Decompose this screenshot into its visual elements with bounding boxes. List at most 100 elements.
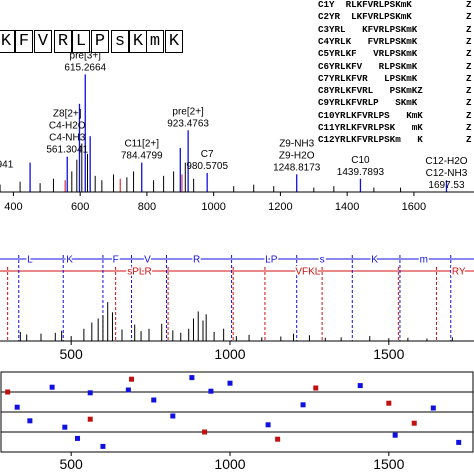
peak-annotation: C4-NH3 bbox=[49, 133, 86, 144]
c-ion-error-point bbox=[125, 387, 131, 393]
c-ion-error-point bbox=[87, 390, 93, 396]
fragment-table-suffix: Z bbox=[466, 35, 472, 47]
c-ion-error-point bbox=[75, 435, 81, 441]
c-ion-error-point bbox=[357, 383, 363, 389]
x-tick-label: 1000 bbox=[214, 456, 245, 472]
fragment-table-suffix: Z bbox=[466, 48, 472, 60]
sequence-residue: K bbox=[0, 30, 15, 53]
x-tick-label: 800 bbox=[138, 201, 156, 213]
z-ion-error-point bbox=[386, 400, 392, 406]
fragment-table-row: C6YRLKFV RLPSKmK bbox=[318, 60, 418, 72]
c-ion-error-point bbox=[170, 413, 176, 419]
x-tick-label: 1200 bbox=[268, 201, 292, 213]
peak-annotation: 980.5705 bbox=[186, 161, 228, 172]
fragment-table-row: C11YRLKFVRLPSK mK bbox=[318, 122, 423, 133]
c-ion-error-point bbox=[227, 380, 233, 386]
c-ion-residue: K bbox=[66, 255, 73, 266]
peak-annotation: C12-NH3 bbox=[426, 168, 468, 179]
peak-annotation: C12-H2O bbox=[425, 156, 467, 167]
z-ion-residue: sPLR bbox=[127, 267, 151, 278]
c-ion-residue: R bbox=[193, 255, 200, 266]
z-ion-error-point bbox=[411, 420, 417, 426]
peak-annotation: Z9-NH3 bbox=[279, 138, 314, 149]
z-ion-error-point bbox=[202, 429, 208, 435]
c-ion-error-point bbox=[392, 432, 398, 438]
spectrum-panel: 4006008001000120014001600C2337.1941Z8[2+… bbox=[0, 50, 474, 213]
z-ion-error-point bbox=[129, 376, 135, 382]
z-ion-error-point bbox=[275, 436, 281, 442]
fragment-table-suffix: Z bbox=[466, 60, 472, 72]
c-ion-error-point bbox=[14, 404, 20, 410]
x-tick-label: 1500 bbox=[373, 456, 404, 472]
x-tick-label: 500 bbox=[59, 456, 83, 472]
x-tick-label: 600 bbox=[71, 201, 89, 213]
c-ion-residue: F bbox=[113, 255, 119, 266]
x-tick-label: 400 bbox=[4, 201, 22, 213]
fragment-table-row: C4YRLK FVRLPSKmK bbox=[318, 35, 418, 47]
x-tick-label: 500 bbox=[59, 346, 83, 362]
fragment-table-suffix: Z bbox=[466, 11, 472, 23]
c-ion-residue: V bbox=[144, 255, 151, 266]
fragment-table-row: C5YRLKF VRLPSKmK bbox=[318, 48, 418, 60]
z-ion-error-point bbox=[313, 385, 319, 391]
fragment-table-row: C1Y RLKFVRLPSKmK bbox=[318, 0, 412, 10]
peak-annotation: 615.2664 bbox=[64, 62, 106, 73]
x-tick-label: 1000 bbox=[214, 346, 245, 362]
peak-annotation: Z8[2+] bbox=[53, 109, 82, 120]
sequence-residue: R bbox=[54, 30, 72, 53]
sequence-residue: m bbox=[146, 30, 164, 53]
c-ion-error-point bbox=[100, 443, 106, 449]
c-ion-error-point bbox=[430, 405, 436, 411]
peak-annotation: C4-H2O bbox=[49, 121, 86, 132]
fragment-table-suffix: Z bbox=[466, 0, 472, 10]
z-ion-residue: VFKL bbox=[295, 267, 320, 278]
c-ion-residue: LP bbox=[265, 255, 278, 266]
peak-annotation: 337.1941 bbox=[0, 159, 14, 170]
sequence-residue: K bbox=[165, 30, 183, 53]
x-tick-label: 1000 bbox=[201, 201, 225, 213]
c-ion-error-point bbox=[300, 402, 306, 408]
c-ion-error-point bbox=[62, 424, 68, 430]
peak-annotation: C11[2+] bbox=[124, 139, 159, 150]
c-ion-residue: K bbox=[371, 255, 378, 266]
x-tick-label: 1600 bbox=[402, 201, 426, 213]
peak-annotation: 1248.8173 bbox=[273, 162, 321, 173]
fragment-table-suffix: Z bbox=[466, 134, 472, 146]
fragment-table-suffix: Z bbox=[466, 97, 472, 109]
sequence-residue: L bbox=[72, 30, 90, 53]
peak-annotation: Z9-H2O bbox=[279, 150, 315, 161]
coverage-panel: LKFVRLPsKmKsPLRVFKLRY50010001500 bbox=[0, 253, 474, 362]
fragment-table-row: C7YRLKFVR LPSKmK bbox=[318, 72, 418, 84]
c-ion-residue: s bbox=[320, 255, 325, 266]
fragment-table-suffix: Z bbox=[466, 109, 472, 121]
peak-annotation: C10 bbox=[351, 155, 370, 166]
peak-annotation: pre[3+] bbox=[70, 50, 102, 61]
sequence-residue: V bbox=[34, 30, 52, 53]
peak-annotation: pre[2+] bbox=[172, 106, 204, 117]
error-panel: 500 1000 1500 bbox=[0, 371, 474, 472]
c-ion-residue: m bbox=[420, 255, 428, 266]
c-ion-residue: L bbox=[27, 255, 33, 266]
fragment-table-row: C8YRLKFVRL PSKmKZ bbox=[318, 85, 423, 97]
z-ion-residue: RY bbox=[452, 267, 466, 278]
fragment-table-row: C10YRLKFVRLPS KmK bbox=[318, 109, 423, 121]
peak-annotation: 1697.53 bbox=[428, 180, 465, 191]
fragment-table-row: C3YRL KFVRLPSKmK bbox=[318, 23, 418, 35]
fragment-table-row: C2YR LKFVRLPSKmK bbox=[318, 11, 412, 23]
fragment-table-suffix: Z bbox=[466, 23, 472, 35]
x-tick-label: 1400 bbox=[335, 201, 359, 213]
c-ion-error-point bbox=[265, 422, 271, 428]
peak-annotation: 1439.7893 bbox=[337, 167, 385, 178]
c-ion-error-point bbox=[208, 388, 214, 394]
c-ion-error-point bbox=[189, 375, 195, 381]
c-ion-error-point bbox=[151, 397, 157, 403]
z-ion-error-point bbox=[87, 416, 93, 422]
sequence-residue: s bbox=[111, 30, 129, 53]
peak-annotation: C7 bbox=[201, 149, 214, 160]
fragment-table-row: C9YRLKFVRLP SKmK bbox=[318, 97, 418, 109]
fragment-table-suffix: Z bbox=[466, 85, 472, 97]
fragment-table-row: C12YRLKFVRLPSKm K bbox=[318, 134, 423, 146]
c-ion-error-point bbox=[49, 384, 55, 390]
peak-annotation: 784.4799 bbox=[121, 151, 163, 162]
